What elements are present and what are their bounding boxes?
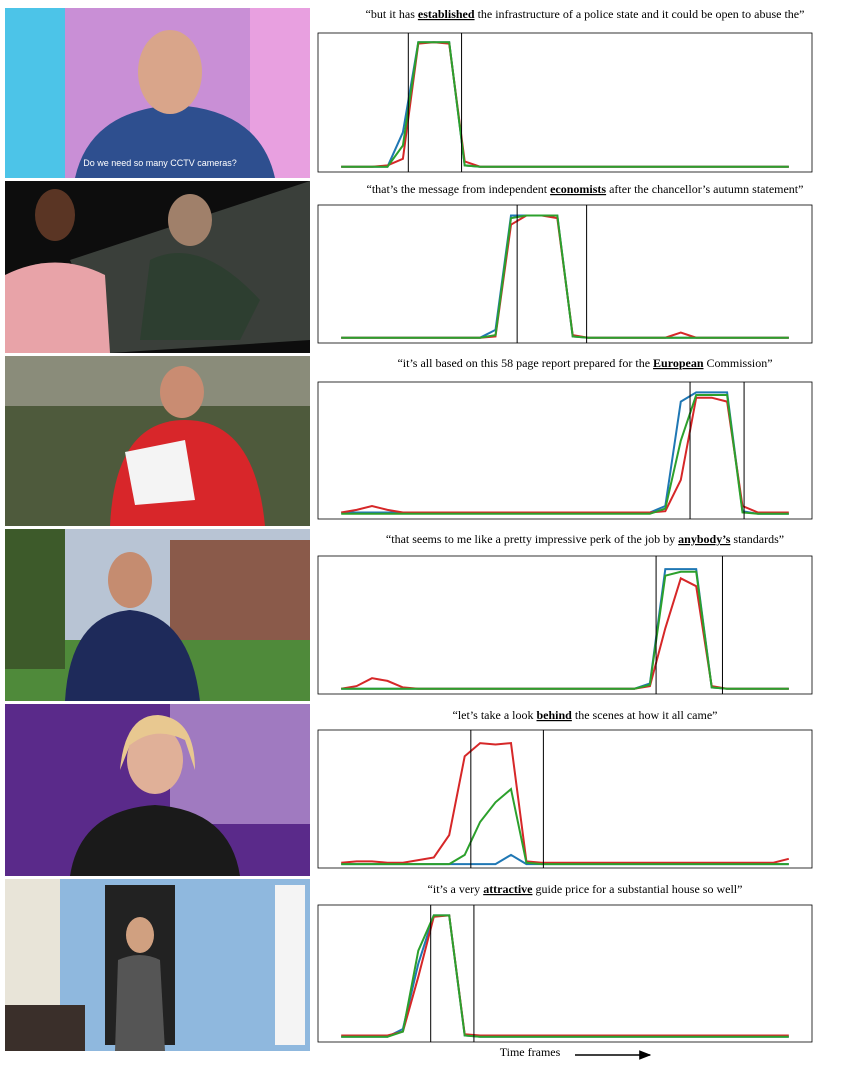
plot-frame xyxy=(318,33,812,172)
caption-keyword: anybody’s xyxy=(678,532,731,546)
caption-text: “it’s a very xyxy=(428,882,484,896)
caption-text: after the chancellor’s autumn statement” xyxy=(606,182,803,196)
caption: “that’s the message from independent eco… xyxy=(367,182,804,196)
caption: “it’s all based on this 58 page report p… xyxy=(397,356,772,370)
x-axis-label: Time frames xyxy=(500,1045,561,1059)
caption: “it’s a very attractive guide price for … xyxy=(428,882,743,896)
photo: Do we need so many CCTV cameras? xyxy=(5,8,310,178)
caption-text: “that’s the message from independent xyxy=(367,182,551,196)
plot-frame xyxy=(318,905,812,1042)
photo xyxy=(5,529,310,701)
caption-keyword: European xyxy=(653,356,704,370)
caption: “that seems to me like a pretty impressi… xyxy=(386,532,784,546)
caption-text: guide price for a substantial house so w… xyxy=(533,882,743,896)
caption: “but it has established the infrastructu… xyxy=(366,7,805,21)
caption-text: “let’s take a look xyxy=(453,708,537,722)
caption-text: the infrastructure of a police state and… xyxy=(475,7,805,21)
plot-frame xyxy=(318,730,812,868)
photo xyxy=(5,879,310,1051)
page: {"photo_text":"Do we need so many CCTV c… xyxy=(0,0,856,1068)
caption-keyword: established xyxy=(418,7,475,21)
caption-keyword: economists xyxy=(550,182,606,196)
caption-text: “it’s all based on this 58 page report p… xyxy=(397,356,653,370)
photo-subtitle: Do we need so many CCTV cameras? xyxy=(83,158,237,168)
caption-text: “that seems to me like a pretty impressi… xyxy=(386,532,678,546)
plot-frame xyxy=(318,382,812,519)
caption-keyword: attractive xyxy=(483,882,533,896)
figure: Do we need so many CCTV cameras? Time fr… xyxy=(0,0,856,1063)
caption-keyword: behind xyxy=(537,708,573,722)
caption-text: standards” xyxy=(730,532,784,546)
caption: “let’s take a look behind the scenes at … xyxy=(453,708,718,722)
plot-frame xyxy=(318,556,812,694)
caption-text: Commission” xyxy=(704,356,773,370)
caption-text: the scenes at how it all came” xyxy=(572,708,718,722)
photo xyxy=(5,704,310,876)
photo xyxy=(5,356,310,526)
photo xyxy=(5,181,310,353)
caption-text: “but it has xyxy=(366,7,418,21)
